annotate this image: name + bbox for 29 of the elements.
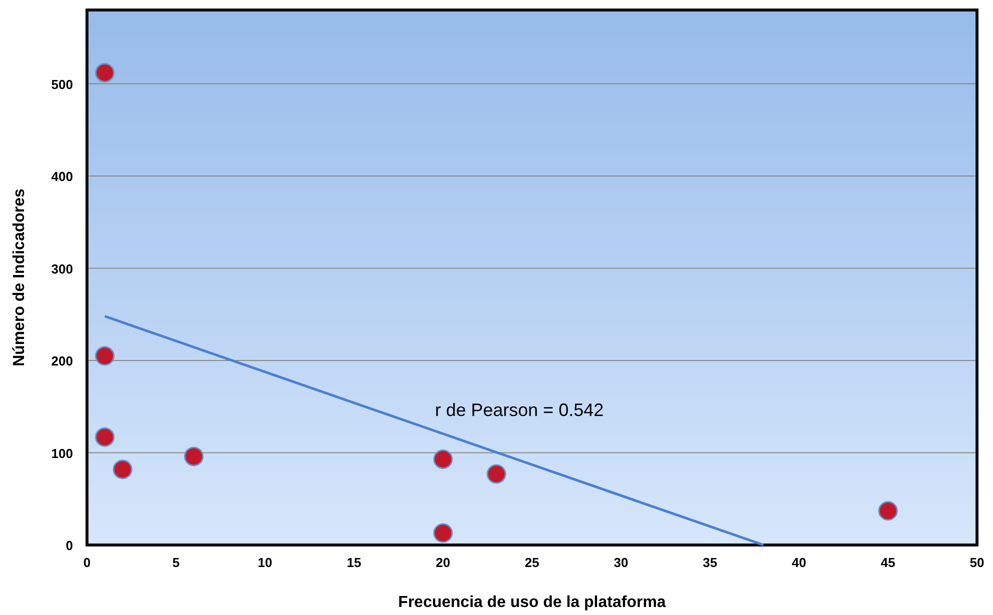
x-tick-label: 25 (524, 555, 540, 570)
point (878, 501, 898, 521)
x-tick-label: 45 (880, 555, 896, 570)
x-axis-title: Frecuencia de uso de la plataforma (398, 594, 666, 611)
y-axis-title: Número de Indicadores (11, 188, 28, 366)
y-tick-label: 0 (66, 538, 73, 553)
annotation: r de Pearson = 0.542 (435, 400, 604, 420)
x-tick-label: 0 (83, 555, 91, 570)
x-tick-label: 15 (346, 555, 362, 570)
point (433, 449, 453, 469)
x-tick-label: 40 (792, 555, 806, 570)
point (184, 446, 204, 466)
y-tick-label: 400 (51, 169, 73, 184)
y-tick-label: 300 (51, 261, 73, 276)
point (433, 523, 453, 543)
point (95, 427, 115, 447)
y-tick-label: 100 (51, 446, 73, 461)
x-tick-label: 20 (436, 555, 450, 570)
y-tick-label: 200 (51, 354, 73, 369)
x-tick-label: 5 (172, 555, 180, 570)
x-tick-label: 50 (970, 555, 984, 570)
x-tick-label: 35 (702, 555, 718, 570)
point (112, 460, 132, 480)
x-tick-label: 10 (258, 555, 272, 570)
point (95, 62, 115, 82)
point (95, 346, 115, 366)
x-tick-label: 30 (614, 555, 628, 570)
y-tick-label: 500 (51, 76, 73, 92)
point (486, 464, 506, 484)
